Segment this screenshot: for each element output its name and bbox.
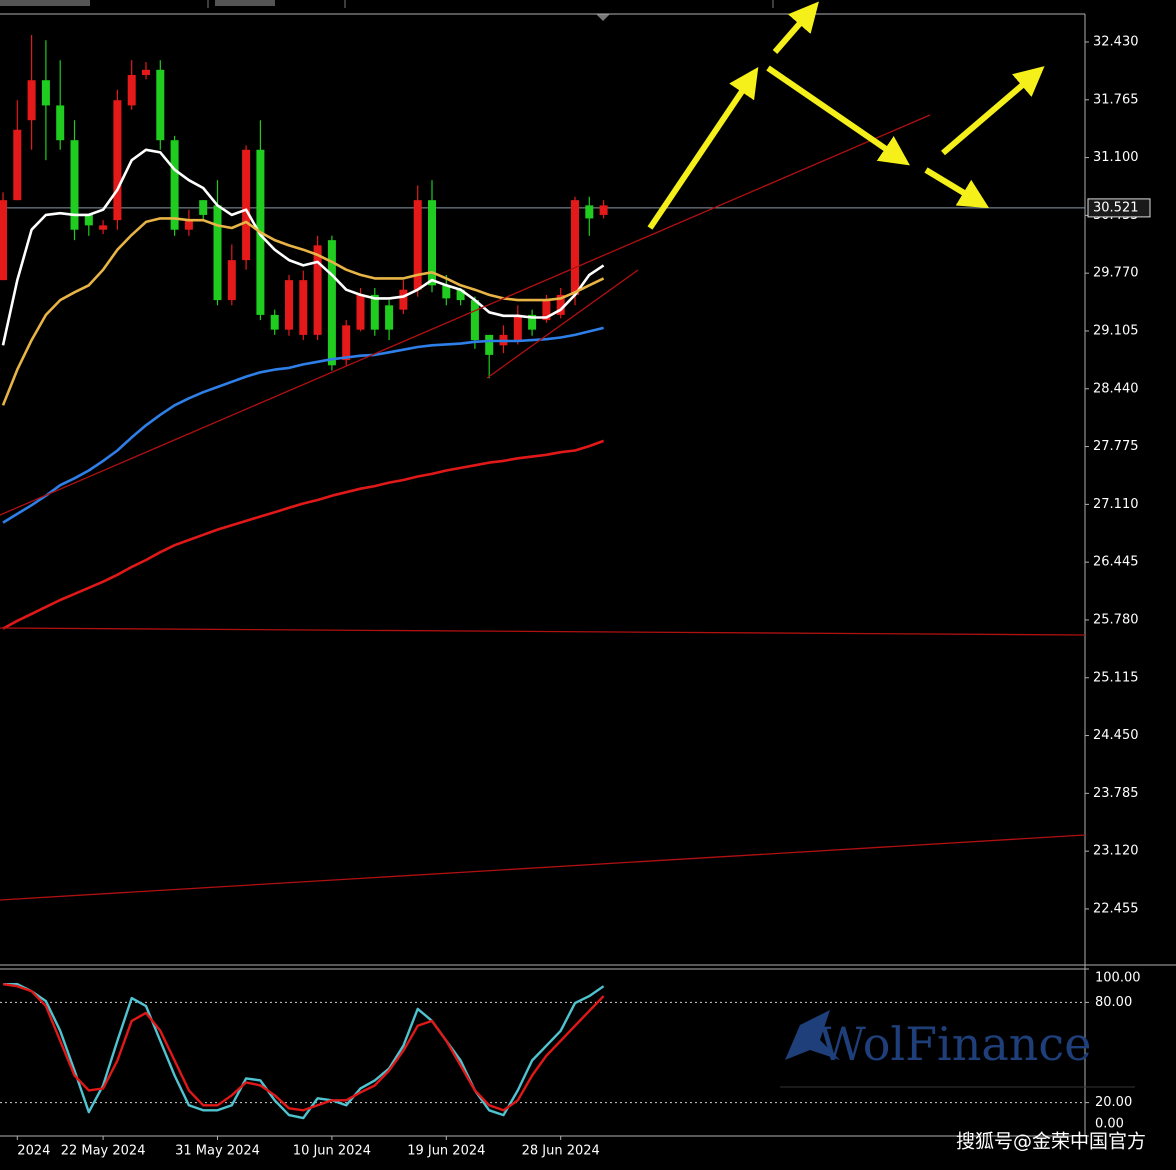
- candle-body: [127, 75, 136, 106]
- y-tick-label: 32.430: [1093, 34, 1139, 49]
- y-tick-label: 29.105: [1093, 323, 1139, 338]
- candle-body: [428, 200, 436, 286]
- candle-body: [571, 200, 579, 295]
- arrow: [647, 67, 759, 230]
- candle-body: [385, 305, 394, 330]
- x-tick-label: 2024: [17, 1144, 50, 1159]
- candle-body: [242, 149, 251, 261]
- trend-line: [0, 834, 1086, 901]
- y-tick-label: 20.00: [1095, 1095, 1132, 1110]
- candle-body: [356, 294, 365, 330]
- x-tick-label: 28 Jun 2024: [522, 1144, 600, 1159]
- watermark: 搜狐号@金荣中国官方: [956, 1131, 1146, 1153]
- watermark-logo: [785, 1010, 840, 1060]
- candle-body: [542, 300, 551, 321]
- arrow: [772, 1, 819, 54]
- y-tick-label: 24.450: [1093, 728, 1139, 743]
- candle-body: [0, 200, 7, 281]
- x-tick-label: 31 May 2024: [175, 1144, 260, 1159]
- y-tick-label: 0.00: [1095, 1117, 1124, 1132]
- y-tick-label: 29.770: [1093, 266, 1139, 281]
- y-tick-label: 26.445: [1093, 555, 1139, 570]
- last-price-label: 30.521: [1093, 200, 1139, 215]
- y-tick-label: 22.455: [1093, 901, 1139, 916]
- indicator-line: [2, 983, 605, 1112]
- price-panel: 32.43031.76531.10030.43529.77029.10528.4…: [0, 34, 1151, 1159]
- candle-body: [199, 200, 208, 215]
- y-tick-label: 23.120: [1093, 844, 1139, 859]
- y-tick-label: 100.00: [1095, 971, 1141, 986]
- candle-body: [184, 220, 193, 230]
- y-tick-label: 25.780: [1093, 612, 1139, 627]
- candle-body: [99, 225, 108, 230]
- trend-line: [486, 269, 639, 379]
- arrows: [647, 1, 1045, 230]
- y-tick-label: 31.765: [1093, 92, 1139, 107]
- oscillator-panel: 100.00 80.00 20.00 0.00: [0, 968, 1141, 1137]
- candle-body: [227, 260, 236, 301]
- candle-body: [342, 325, 351, 361]
- candle-body: [370, 294, 379, 330]
- y-tick-label: 23.785: [1093, 786, 1139, 801]
- indicator-line: [2, 439, 605, 630]
- y-tick-label: 27.775: [1093, 439, 1139, 454]
- candle-body: [213, 205, 222, 301]
- candle-body: [13, 129, 22, 201]
- toolbar: [0, 0, 774, 21]
- y-tick-label: 31.100: [1093, 150, 1139, 165]
- candle-body: [285, 280, 293, 330]
- support-line: [0, 627, 1086, 636]
- x-tick-label: 10 Jun 2024: [293, 1144, 371, 1159]
- tab[interactable]: [215, 0, 275, 6]
- indicator-line: [1, 148, 605, 346]
- arrow: [924, 167, 990, 209]
- annotations: [0, 114, 1086, 901]
- candle-body: [585, 205, 594, 219]
- frames: [0, 13, 1176, 1137]
- candle-body: [170, 140, 179, 230]
- arrow: [766, 65, 910, 166]
- candle-body: [84, 214, 93, 226]
- candle-body: [27, 80, 36, 121]
- shift-marker: [596, 14, 610, 21]
- candle-body: [327, 240, 336, 366]
- arrow: [941, 66, 1045, 156]
- candle-body: [485, 334, 494, 355]
- candle-body: [413, 200, 422, 290]
- candle-body: [41, 80, 50, 106]
- candle-body: [470, 300, 479, 341]
- y-tick-label: 80.00: [1095, 995, 1132, 1010]
- candle-body: [270, 314, 279, 330]
- indicator-line: [2, 326, 604, 524]
- candle-body: [456, 289, 465, 301]
- candle-body: [70, 140, 79, 230]
- y-tick-label: 28.440: [1093, 381, 1139, 396]
- candle-body: [399, 289, 408, 310]
- indicator-line: [3, 983, 605, 1120]
- watermark: WolFinance: [819, 1017, 1092, 1071]
- y-tick-label: 25.115: [1093, 670, 1139, 685]
- candle-body: [313, 245, 322, 335]
- last-price-box: [1087, 198, 1151, 218]
- candle-body: [599, 205, 608, 215]
- candle-body: [442, 285, 451, 299]
- candle-body: [56, 105, 65, 141]
- candle-body: [513, 314, 522, 341]
- candle-body: [142, 69, 150, 76]
- trend-line: [0, 114, 931, 516]
- candle-body: [156, 69, 165, 141]
- candle-body: [528, 314, 537, 330]
- x-tick-label: 22 May 2024: [61, 1144, 146, 1159]
- x-tick-label: 19 Jun 2024: [407, 1144, 485, 1159]
- candle-body: [556, 294, 565, 315]
- y-tick-label: 27.110: [1093, 497, 1139, 512]
- candle-body: [299, 280, 308, 335]
- candle-body: [113, 100, 122, 221]
- tab[interactable]: [0, 0, 90, 6]
